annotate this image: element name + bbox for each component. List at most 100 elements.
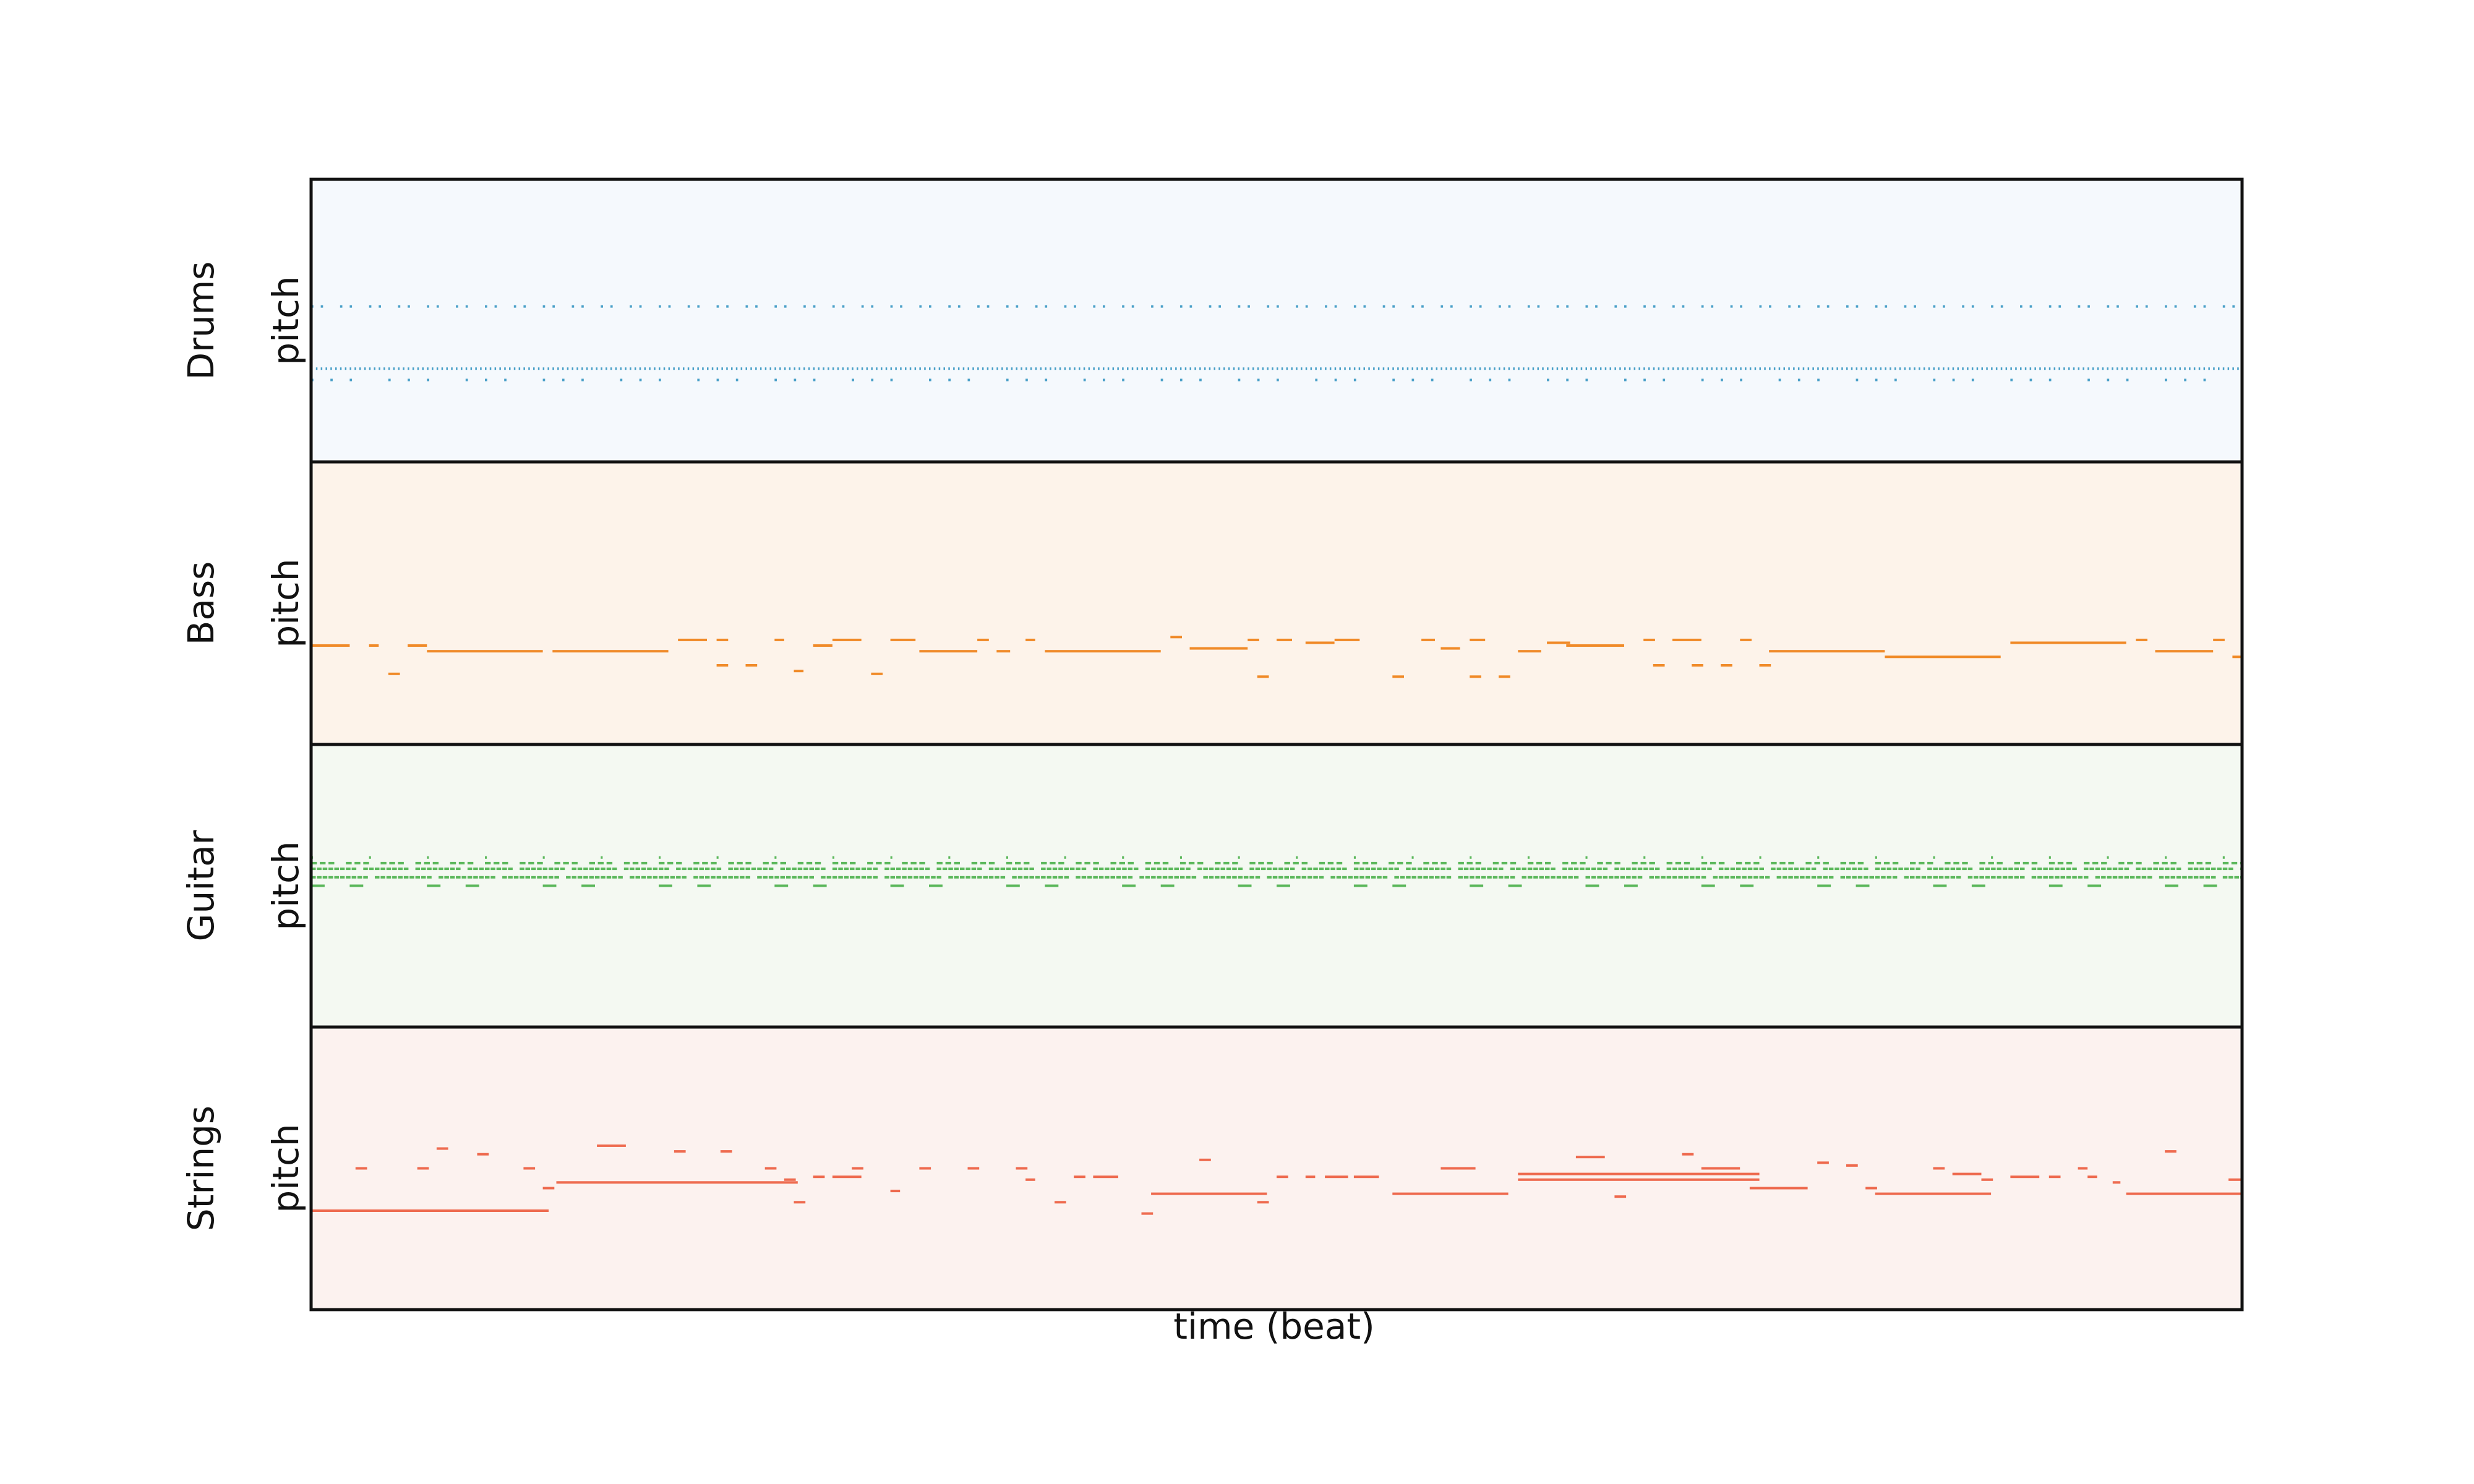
note-guitar — [2141, 876, 2147, 879]
note-guitar — [948, 856, 951, 859]
note-drums — [2213, 367, 2215, 370]
note-guitar — [1869, 876, 1874, 879]
note-guitar — [1209, 876, 1214, 879]
note-drums — [924, 367, 926, 370]
note-guitar — [1440, 868, 1445, 871]
note-guitar — [1336, 876, 1342, 879]
note-drums — [1305, 305, 1308, 308]
note-guitar — [1186, 868, 1191, 871]
note-guitar — [995, 876, 999, 879]
note-bass — [716, 664, 729, 667]
note-guitar — [485, 856, 487, 859]
note-drums — [1277, 378, 1279, 382]
note-guitar — [380, 876, 385, 879]
note-drums — [823, 367, 824, 370]
note-drums — [485, 367, 487, 370]
note-drums — [1648, 367, 1650, 370]
note-drums — [1455, 367, 1457, 370]
note-drums — [1426, 367, 1428, 370]
note-guitar — [1846, 876, 1851, 879]
note-drums — [1450, 305, 1453, 308]
note-guitar — [1371, 861, 1377, 864]
track-background-bass — [311, 462, 2242, 744]
note-drums — [957, 367, 960, 370]
note-drums — [697, 367, 699, 370]
note-guitar — [346, 861, 352, 864]
note-drums — [1325, 367, 1327, 370]
note-guitar — [667, 861, 674, 864]
note-drums — [668, 305, 671, 308]
note-guitar — [1365, 876, 1371, 879]
note-guitar — [2124, 868, 2129, 871]
note-guitar — [2118, 876, 2123, 879]
note-guitar — [693, 861, 700, 864]
note-guitar — [1475, 868, 1481, 871]
note-drums — [1890, 367, 1891, 370]
note-guitar — [693, 868, 698, 871]
note-guitar — [1012, 876, 1017, 879]
note-drums — [1301, 367, 1303, 370]
track-background-strings — [311, 1027, 2242, 1310]
note-drums — [1093, 367, 1095, 370]
note-guitar — [2014, 868, 2019, 871]
note-drums — [379, 305, 381, 308]
notes-drums — [311, 305, 2239, 382]
note-guitar — [971, 861, 978, 864]
note-guitar — [554, 861, 560, 864]
note-drums — [2058, 367, 2060, 370]
note-guitar — [1325, 868, 1330, 871]
note-drums — [1083, 367, 1085, 370]
note-guitar — [1614, 876, 1619, 879]
note-drums — [1508, 305, 1511, 308]
note-drums — [1551, 367, 1554, 370]
note-drums — [1928, 367, 1930, 370]
note-guitar — [1446, 868, 1452, 871]
note-drums — [948, 367, 950, 370]
note-guitar — [832, 861, 839, 864]
notes-strings — [311, 1144, 2242, 1215]
note-drums — [441, 367, 443, 370]
note-drums — [1397, 367, 1399, 370]
note-bass — [1045, 650, 1161, 653]
note-drums — [349, 305, 353, 308]
note-drums — [678, 367, 680, 370]
note-guitar — [2031, 876, 2037, 879]
note-guitar — [1353, 876, 1359, 879]
note-guitar — [1272, 876, 1278, 879]
note-strings — [1981, 1178, 1993, 1181]
note-guitar — [2118, 861, 2125, 864]
note-drums — [571, 305, 575, 308]
note-guitar — [1856, 884, 1870, 887]
note-strings — [2078, 1167, 2088, 1170]
note-drums — [1537, 367, 1539, 370]
note-drums — [957, 305, 961, 308]
note-drums — [1624, 378, 1627, 382]
note-guitar — [699, 876, 704, 879]
note-drums — [1001, 367, 1003, 370]
note-guitar — [1753, 876, 1758, 879]
note-guitar — [1811, 868, 1817, 871]
note-guitar — [528, 861, 534, 864]
note-guitar — [1308, 868, 1312, 871]
note-drums — [1653, 367, 1655, 370]
note-drums — [972, 367, 974, 370]
note-guitar — [780, 876, 785, 879]
note-guitar — [2002, 876, 2008, 879]
note-guitar — [664, 876, 669, 879]
note-guitar — [508, 876, 513, 879]
note-drums — [1218, 367, 1220, 370]
note-drums — [1045, 378, 1048, 382]
note-drums — [1904, 305, 1907, 308]
note-bass — [871, 672, 883, 675]
note-drums — [480, 367, 482, 370]
note-drums — [2102, 367, 2104, 370]
note-drums — [403, 367, 404, 370]
note-drums — [1711, 367, 1713, 370]
note-guitar — [1522, 868, 1526, 871]
note-drums — [1248, 305, 1250, 308]
note-drums — [465, 305, 468, 308]
note-drums — [2024, 367, 2027, 370]
note-drums — [2107, 378, 2110, 382]
note-bass — [2232, 655, 2242, 659]
